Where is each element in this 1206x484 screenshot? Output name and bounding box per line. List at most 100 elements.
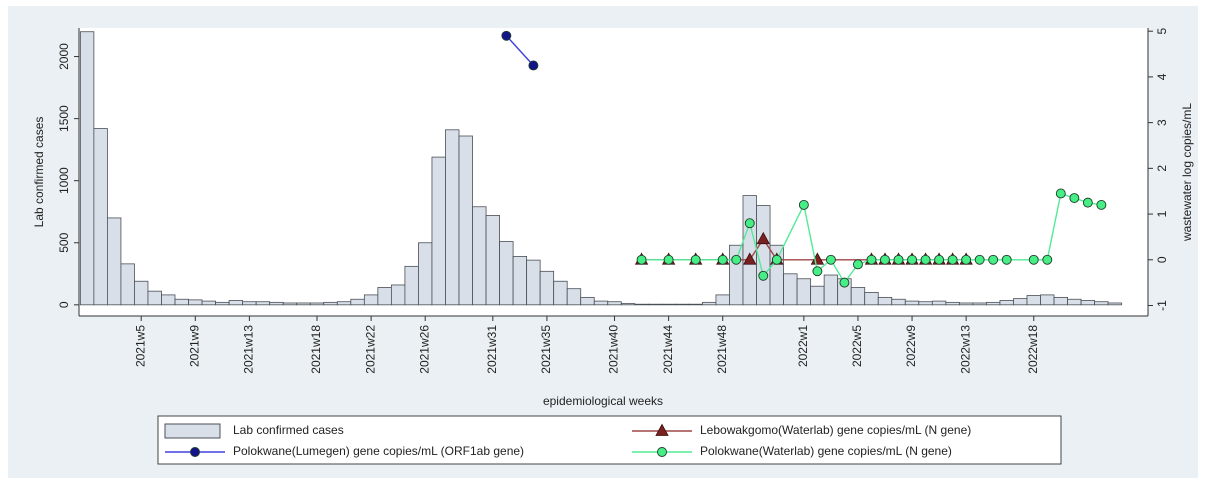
series-marker	[528, 60, 539, 71]
bar	[1080, 300, 1096, 306]
x-tick-label: 2022w18	[1026, 325, 1040, 374]
legend-swatch	[164, 423, 221, 439]
series-marker	[758, 270, 769, 281]
bar	[877, 296, 893, 306]
y-tick-label: 2000	[57, 43, 71, 70]
bar	[377, 287, 392, 306]
x-tick-label: 2021w48	[715, 325, 729, 374]
series-marker	[961, 254, 972, 265]
bar	[350, 298, 365, 306]
y2-axis-title: wastewater log copies/mL	[1180, 103, 1194, 242]
bar	[296, 302, 311, 306]
series-marker	[756, 231, 770, 245]
bar	[1026, 295, 1041, 306]
series-marker	[744, 218, 755, 229]
bar	[823, 274, 839, 306]
bar	[972, 302, 987, 306]
series-marker	[934, 254, 945, 265]
series-marker	[1096, 199, 1107, 210]
series-marker	[1069, 193, 1080, 204]
legend-marker	[655, 423, 669, 436]
bar	[634, 303, 649, 306]
series-marker	[663, 254, 674, 265]
series-marker	[988, 254, 999, 265]
bar	[850, 287, 866, 306]
bar	[729, 244, 744, 306]
bar	[620, 303, 636, 306]
x-tick-label: 2022w9	[904, 325, 918, 367]
bar	[323, 301, 338, 306]
series-marker	[743, 252, 757, 265]
bar	[147, 290, 162, 306]
y-tick-label: 500	[57, 232, 71, 252]
bar	[282, 302, 298, 306]
bar	[958, 302, 974, 306]
bar	[810, 285, 825, 306]
bar	[931, 300, 947, 306]
legend-marker	[190, 447, 200, 457]
bar	[242, 301, 257, 306]
bar	[945, 301, 960, 306]
x-axis-title: epidemiological weeks	[543, 394, 663, 408]
bar	[580, 296, 595, 306]
series-marker	[812, 266, 823, 277]
x-tick-label: 2022w13	[958, 325, 972, 374]
bar	[1067, 298, 1082, 306]
bar	[715, 294, 730, 306]
series-marker	[853, 259, 863, 270]
bar	[215, 301, 230, 306]
series-marker	[1042, 254, 1053, 265]
bar	[661, 303, 676, 306]
bar	[553, 280, 568, 306]
bar	[999, 300, 1014, 306]
bar	[134, 280, 149, 306]
series-marker	[866, 254, 877, 265]
y2-tick-label: 4	[1155, 73, 1169, 80]
x-tick-label: 2021w26	[417, 325, 431, 374]
series-line	[505, 35, 534, 66]
bar	[499, 241, 514, 306]
x-tick-label: 2021w35	[539, 325, 553, 374]
bar	[418, 242, 433, 306]
bar	[309, 302, 325, 306]
bar	[647, 303, 663, 306]
bar	[742, 195, 757, 306]
y2-tick-label: 3	[1155, 119, 1169, 126]
series-marker	[880, 254, 890, 265]
series-marker	[1028, 254, 1039, 265]
bar	[255, 301, 271, 306]
bar	[1040, 294, 1055, 306]
bar	[702, 301, 717, 306]
y-tick-label: 0	[57, 301, 71, 308]
x-tick-label: 2021w40	[607, 325, 621, 374]
bar	[188, 299, 203, 306]
bar	[93, 128, 108, 306]
x-tick-label: 2021w9	[187, 325, 201, 367]
bar	[269, 301, 284, 306]
bar	[566, 288, 582, 306]
bar	[404, 265, 419, 306]
bar	[512, 256, 528, 306]
bar	[796, 278, 812, 306]
bar	[363, 294, 379, 306]
bar	[1094, 301, 1109, 306]
bar	[526, 259, 541, 306]
bar	[607, 301, 622, 306]
bar	[1107, 302, 1123, 306]
y2-tick-label: -1	[1155, 300, 1169, 311]
series-marker	[947, 254, 958, 265]
y2-tick-label: 5	[1155, 28, 1169, 35]
series-marker	[1082, 197, 1093, 208]
y-tick-label: 1500	[57, 105, 71, 132]
legend-marker	[657, 447, 667, 457]
series-marker	[717, 254, 728, 265]
series-marker	[636, 254, 647, 265]
bar	[390, 284, 406, 306]
x-tick-label: 2021w18	[309, 325, 323, 374]
series-marker	[1001, 254, 1012, 265]
legend-box	[157, 415, 1062, 465]
bar	[485, 215, 500, 306]
y-tick-label: 1000	[57, 167, 71, 194]
y2-tick-label: 0	[1155, 256, 1169, 263]
